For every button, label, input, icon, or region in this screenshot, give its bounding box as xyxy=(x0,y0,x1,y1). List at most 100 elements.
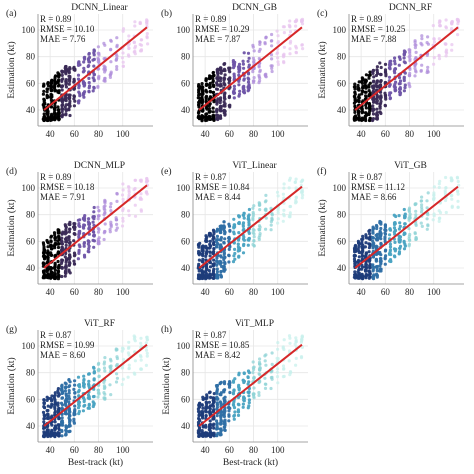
data-point xyxy=(294,20,298,24)
data-point xyxy=(379,262,383,266)
data-point xyxy=(215,245,219,249)
data-point xyxy=(270,66,274,70)
data-point xyxy=(96,45,100,49)
x-tick-label: 40 xyxy=(46,129,56,139)
data-point xyxy=(263,200,267,204)
data-point xyxy=(218,381,222,385)
data-point xyxy=(353,243,358,248)
data-point xyxy=(227,236,231,240)
data-point xyxy=(127,209,131,213)
data-point xyxy=(42,117,47,121)
data-point xyxy=(127,213,131,217)
data-point xyxy=(300,19,304,23)
data-point xyxy=(145,351,149,355)
data-point xyxy=(215,414,219,418)
data-point xyxy=(92,371,96,375)
data-point xyxy=(212,272,216,276)
data-point xyxy=(197,252,201,256)
data-point xyxy=(92,234,96,238)
data-point xyxy=(388,248,392,252)
data-point xyxy=(374,223,379,228)
data-point xyxy=(227,409,231,413)
data-point xyxy=(68,253,72,257)
data-point xyxy=(121,197,125,201)
data-point xyxy=(61,77,65,81)
data-point xyxy=(281,375,285,379)
data-point xyxy=(52,110,57,115)
data-point xyxy=(54,426,58,430)
data-point xyxy=(236,413,241,417)
data-point xyxy=(275,375,280,379)
data-point xyxy=(251,45,255,49)
data-point xyxy=(200,82,204,86)
data-point xyxy=(41,410,46,414)
data-point xyxy=(215,113,220,117)
data-point xyxy=(282,186,286,190)
data-point xyxy=(215,434,219,438)
stat-rmse: RMSE = 10.18 xyxy=(40,182,95,192)
data-point xyxy=(127,46,131,51)
data-point xyxy=(60,84,64,88)
data-point xyxy=(133,359,137,363)
data-point xyxy=(78,92,82,96)
data-point xyxy=(64,239,68,243)
regression-line xyxy=(43,26,148,111)
data-point xyxy=(43,426,47,430)
data-point xyxy=(127,363,131,367)
data-point xyxy=(223,109,227,113)
data-point xyxy=(145,335,149,339)
data-point xyxy=(108,230,112,234)
data-point xyxy=(407,210,412,214)
data-point xyxy=(299,190,303,194)
data-point xyxy=(121,182,125,186)
stat-mae: MAE = 7.88 xyxy=(351,34,397,44)
data-point xyxy=(360,241,364,245)
data-point xyxy=(276,56,280,60)
data-point xyxy=(257,393,261,397)
data-point xyxy=(223,255,227,259)
data-point xyxy=(68,79,72,83)
data-point xyxy=(132,41,136,45)
data-point xyxy=(247,380,251,384)
data-point xyxy=(52,86,57,90)
data-point xyxy=(56,270,61,274)
data-point xyxy=(353,275,358,279)
data-point xyxy=(87,60,91,64)
data-point xyxy=(211,79,215,83)
data-point xyxy=(236,408,240,412)
data-point xyxy=(109,393,113,397)
data-point xyxy=(379,257,383,261)
data-point xyxy=(53,242,58,247)
data-point xyxy=(227,260,231,264)
data-point xyxy=(108,75,112,79)
data-point xyxy=(367,250,371,254)
data-point xyxy=(50,430,54,434)
data-point xyxy=(353,90,357,95)
y-tick-label: 100 xyxy=(177,341,191,351)
data-point xyxy=(208,419,212,423)
data-point xyxy=(270,57,274,61)
data-point xyxy=(78,229,82,233)
data-point xyxy=(73,99,77,103)
data-point xyxy=(68,104,72,108)
data-point xyxy=(50,272,54,276)
data-point xyxy=(64,228,68,232)
data-point xyxy=(132,371,136,375)
stat-mae: MAE = 8.60 xyxy=(40,350,86,360)
data-point xyxy=(233,257,237,261)
data-point xyxy=(247,65,251,69)
data-point xyxy=(232,84,236,88)
data-point xyxy=(222,100,226,104)
data-point xyxy=(208,274,212,278)
data-point xyxy=(246,243,250,247)
data-point xyxy=(449,179,453,183)
data-point xyxy=(67,249,71,253)
data-point xyxy=(432,62,436,66)
y-tick-label: 60 xyxy=(181,236,191,246)
data-point xyxy=(139,358,143,362)
data-point xyxy=(103,369,107,373)
data-point xyxy=(198,84,202,89)
data-point xyxy=(223,428,227,432)
data-point xyxy=(219,245,223,249)
data-point xyxy=(269,386,273,391)
